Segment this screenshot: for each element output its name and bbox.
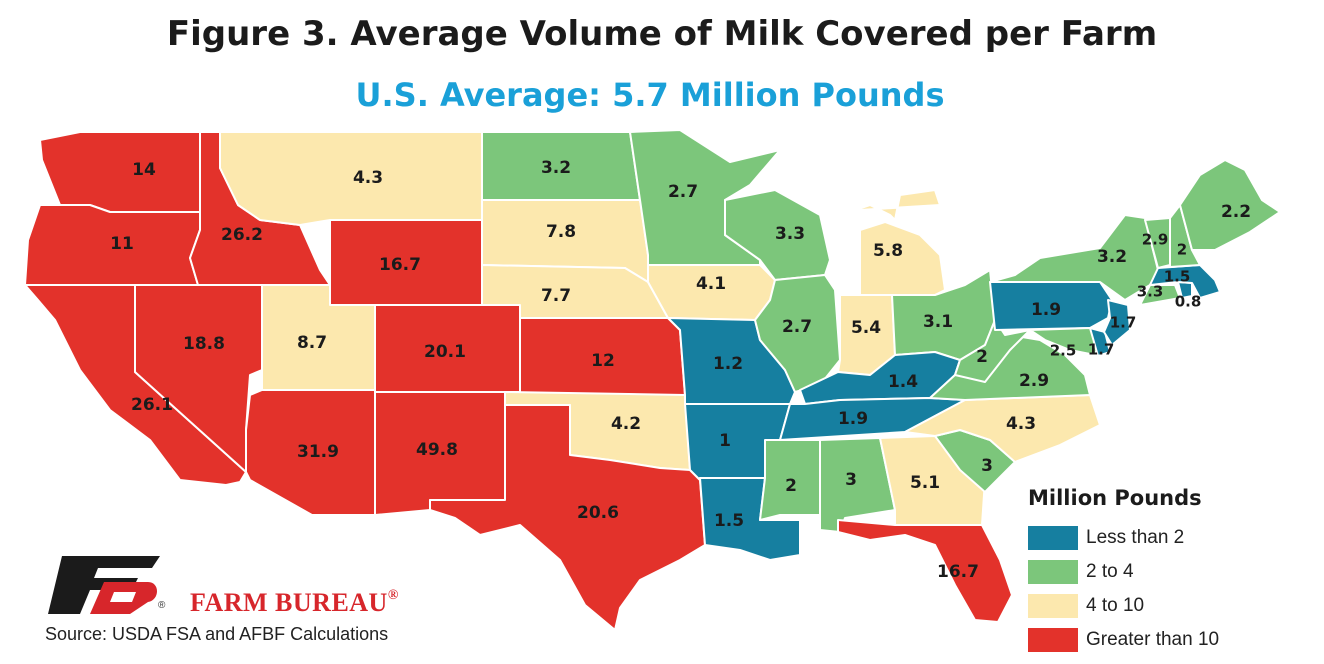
logo-registered-mark: ® (158, 600, 166, 611)
brand-name: FARM BUREAU® (190, 588, 399, 618)
state-value-SD: 7.8 (546, 222, 576, 242)
state-value-ND: 3.2 (541, 158, 571, 178)
state-value-OH: 3.1 (923, 312, 953, 332)
state-value-OK: 4.2 (611, 414, 641, 434)
legend-item: Less than 2 (1028, 526, 1318, 552)
state-value-PA: 1.9 (1031, 300, 1061, 320)
state-MA (1149, 264, 1221, 299)
state-value-OR: 11 (110, 234, 134, 254)
legend-swatch (1028, 526, 1078, 550)
state-ME (1179, 159, 1281, 251)
state-value-MS: 2 (785, 476, 797, 496)
state-FL (837, 519, 1013, 623)
state-value-LA: 1.5 (714, 511, 744, 531)
state-value-MN: 2.7 (668, 182, 698, 202)
state-value-NJ: 1.7 (1110, 314, 1137, 332)
state-value-GA: 5.1 (910, 473, 940, 493)
state-value-KS: 12 (591, 351, 615, 371)
state-CT (1139, 284, 1181, 306)
state-value-AR: 1 (719, 431, 731, 451)
state-value-CT: 3.3 (1137, 283, 1164, 301)
legend-label: 4 to 10 (1086, 595, 1145, 616)
state-value-NC: 4.3 (1006, 414, 1036, 434)
source-note: Source: USDA FSA and AFBF Calculations (45, 624, 389, 644)
state-value-IN: 5.4 (851, 318, 881, 338)
state-value-NV: 18.8 (183, 334, 225, 354)
state-value-TN: 1.9 (838, 409, 868, 429)
state-value-WY: 16.7 (379, 255, 421, 275)
legend-label: 2 to 4 (1086, 561, 1134, 582)
state-value-MO: 1.2 (713, 354, 743, 374)
map-title: Figure 3. Average Volume of Milk Covered… (166, 14, 1158, 54)
state-value-KY: 1.4 (888, 372, 918, 392)
state-value-WI: 3.3 (775, 224, 805, 244)
legend-label: Less than 2 (1086, 527, 1185, 548)
legend-item: 4 to 10 (1028, 594, 1318, 620)
state-MT (219, 131, 483, 226)
state-value-FL: 16.7 (937, 562, 979, 582)
legend-swatch (1028, 594, 1078, 618)
state-value-ME: 2.2 (1221, 202, 1251, 222)
brand-registered-mark: ® (387, 588, 399, 603)
state-value-MI: 5.8 (873, 241, 903, 261)
state-value-IA: 4.1 (696, 274, 726, 294)
state-NH (1169, 204, 1201, 268)
state-value-AL: 3 (845, 470, 857, 490)
state-value-SC: 3 (981, 456, 993, 476)
legend-item: 2 to 4 (1028, 560, 1318, 586)
state-value-UT: 8.7 (297, 333, 327, 353)
state-WA (39, 131, 201, 213)
state-value-MT: 4.3 (353, 168, 383, 188)
legend-title: Million Pounds (1028, 486, 1202, 510)
state-TX (429, 404, 706, 631)
legend-swatch (1028, 560, 1078, 584)
legend-label: Greater than 10 (1086, 629, 1220, 650)
state-value-MA: 1.5 (1164, 268, 1191, 286)
state-value-DE: 1.7 (1088, 341, 1115, 359)
state-value-ID: 26.2 (221, 225, 263, 245)
state-MI (839, 189, 946, 296)
farm-bureau-logo (48, 556, 160, 614)
state-value-NY: 3.2 (1097, 247, 1127, 267)
legend-item: Greater than 10 (1028, 628, 1318, 654)
state-value-AZ: 31.9 (297, 442, 339, 462)
state-IL (754, 274, 841, 393)
state-value-VA: 2.9 (1019, 371, 1049, 391)
state-value-CO: 20.1 (424, 342, 466, 362)
state-NJ (1103, 299, 1131, 346)
state-value-NM: 49.8 (416, 440, 458, 460)
state-value-WA: 14 (132, 160, 156, 180)
brand-name-text: FARM BUREAU (190, 588, 388, 617)
state-value-MD: 2.5 (1050, 342, 1077, 360)
state-value-NH: 2 (1177, 241, 1187, 259)
map-subtitle: U.S. Average: 5.7 Million Pounds (355, 76, 945, 114)
state-value-RI: 0.8 (1175, 293, 1202, 311)
state-value-CA: 26.1 (131, 395, 173, 415)
state-value-WV: 2 (976, 347, 988, 367)
legend-swatch (1028, 628, 1078, 652)
state-value-VT: 2.9 (1142, 231, 1169, 249)
state-value-IL: 2.7 (782, 317, 812, 337)
state-value-TX: 20.6 (577, 503, 619, 523)
state-value-NE: 7.7 (541, 286, 571, 306)
